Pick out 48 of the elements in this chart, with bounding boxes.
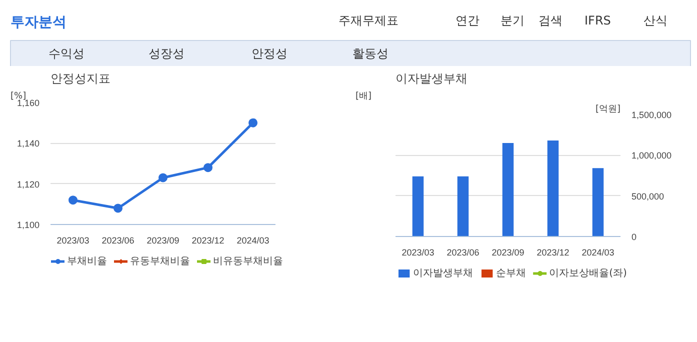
y-tick-label: 1,120 — [16, 179, 40, 190]
text: IFRS — [584, 14, 611, 28]
bar — [502, 142, 514, 236]
point — [248, 118, 258, 128]
legend-label: 부채비율 — [67, 255, 107, 268]
text: 투자분석 — [10, 14, 66, 30]
y-tick-label: 1,100 — [16, 220, 40, 230]
legend-label: 유동부채비율 — [130, 255, 190, 268]
text: 검색 — [538, 14, 562, 28]
y2-tick-label: 500,000 — [632, 191, 664, 202]
x-tick-label: 2023/12 — [192, 236, 224, 246]
y2-tick-label: 1,000,000 — [632, 150, 672, 161]
y-axis-title: [배] — [356, 92, 372, 102]
x-tick-label: 2023/06 — [446, 248, 480, 258]
y-tick-label: 1,140 — [16, 138, 40, 149]
point — [204, 163, 212, 172]
text: 안정성 — [252, 46, 288, 60]
text: 수익성 — [48, 46, 84, 60]
chart-title: 이자발생부채 — [396, 72, 468, 86]
legend-label: 이자발생부채 — [413, 267, 474, 280]
point — [158, 173, 168, 182]
x-tick-label: 2023/03 — [56, 236, 90, 246]
bar — [592, 168, 604, 236]
x-tick-label: 2023/06 — [102, 236, 134, 246]
point — [114, 204, 122, 213]
text: 분기 — [500, 14, 524, 28]
y2-axis-title: [억원] — [595, 104, 621, 114]
legend-label: 순부채 — [496, 267, 526, 280]
bar — [412, 176, 424, 236]
y2-tick-label: 0 — [632, 232, 637, 242]
chart-title: 안정성지표 — [50, 72, 110, 86]
x-tick-label: 2023/03 — [402, 248, 434, 258]
text: 연간 — [456, 14, 480, 28]
legend-label: 이자보상배율(좌) — [549, 267, 627, 280]
y2-tick-label: 1,500,000 — [632, 110, 672, 120]
bar — [457, 176, 469, 236]
x-tick-label: 2023/12 — [536, 248, 570, 258]
bar — [547, 140, 559, 236]
text: 활동성 — [352, 46, 388, 60]
x-tick-label: 2023/09 — [492, 248, 524, 258]
point — [68, 196, 78, 205]
text: 주재무제표 — [338, 14, 398, 28]
x-tick-label: 2023/09 — [146, 236, 180, 246]
x-tick-label: 2024/03 — [236, 236, 270, 246]
text: 산식 — [644, 14, 668, 28]
legend-label: 비유동부채비율 — [213, 255, 283, 268]
x-tick-label: 2024/03 — [582, 248, 614, 258]
text: 성장성 — [148, 46, 184, 60]
